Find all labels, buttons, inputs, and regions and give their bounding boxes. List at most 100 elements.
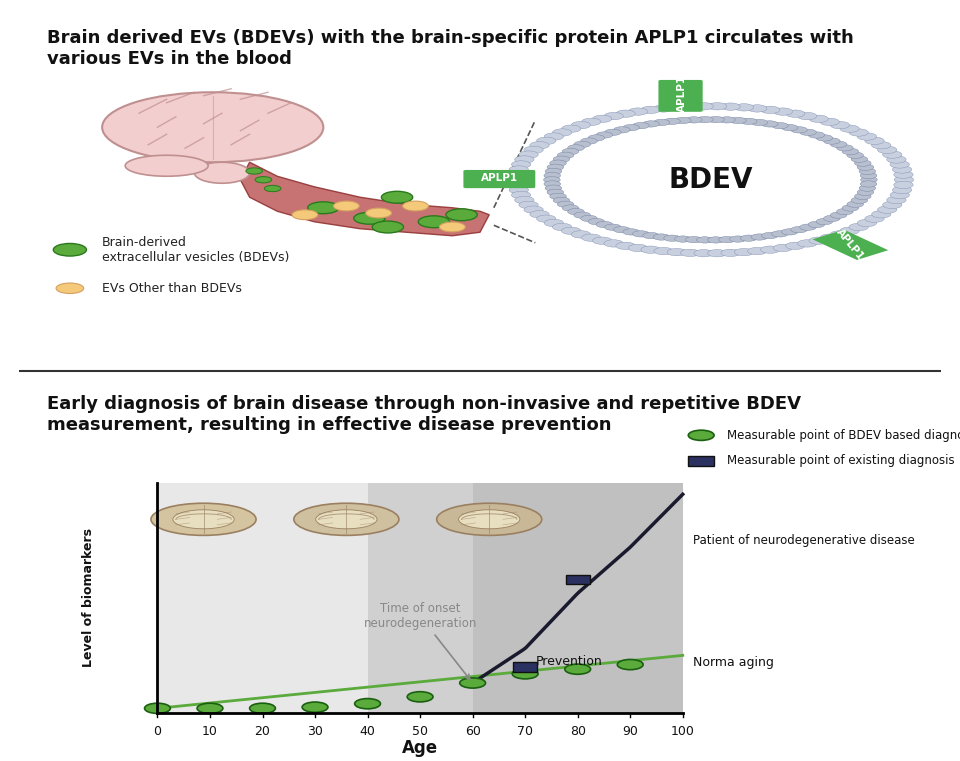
Circle shape <box>654 105 673 112</box>
Circle shape <box>381 191 413 203</box>
Circle shape <box>667 249 686 256</box>
Circle shape <box>563 124 858 236</box>
Circle shape <box>721 103 740 110</box>
Circle shape <box>643 121 660 127</box>
Circle shape <box>545 168 562 174</box>
Circle shape <box>552 223 572 231</box>
Circle shape <box>840 125 859 132</box>
Circle shape <box>633 231 649 237</box>
Circle shape <box>681 249 700 256</box>
Text: 90: 90 <box>622 724 638 737</box>
Circle shape <box>663 118 681 125</box>
Ellipse shape <box>173 510 234 529</box>
Circle shape <box>518 201 539 209</box>
Circle shape <box>509 186 528 193</box>
Circle shape <box>730 117 746 123</box>
Ellipse shape <box>151 503 256 536</box>
Circle shape <box>860 173 876 179</box>
Circle shape <box>824 215 840 221</box>
Circle shape <box>547 189 564 196</box>
Text: Level of biomarkers: Level of biomarkers <box>82 528 95 667</box>
Circle shape <box>734 249 754 256</box>
Circle shape <box>854 160 871 167</box>
Text: 30: 30 <box>307 724 323 737</box>
Text: Early diagnosis of brain disease through non-invasive and repetitive BDEV
measur: Early diagnosis of brain disease through… <box>47 395 801 434</box>
Circle shape <box>246 168 262 174</box>
Circle shape <box>264 186 281 192</box>
Circle shape <box>685 116 702 123</box>
Circle shape <box>574 212 590 218</box>
Circle shape <box>654 247 673 255</box>
Circle shape <box>562 227 581 234</box>
Circle shape <box>563 205 579 211</box>
Circle shape <box>830 212 847 218</box>
Circle shape <box>512 161 531 168</box>
Circle shape <box>708 116 724 123</box>
Circle shape <box>544 219 564 227</box>
Circle shape <box>552 129 572 136</box>
Circle shape <box>547 164 564 170</box>
Circle shape <box>785 242 804 250</box>
Circle shape <box>616 242 636 250</box>
Circle shape <box>773 108 793 115</box>
Text: Brain derived EVs (BDEVs) with the brain-specific protein APLP1 circulates with
: Brain derived EVs (BDEVs) with the brain… <box>47 29 853 68</box>
Circle shape <box>681 103 700 110</box>
Circle shape <box>872 142 891 149</box>
Circle shape <box>887 156 906 163</box>
Circle shape <box>407 692 433 702</box>
Circle shape <box>558 201 574 208</box>
Circle shape <box>292 210 318 220</box>
Circle shape <box>748 105 767 112</box>
Circle shape <box>250 703 276 713</box>
Circle shape <box>623 229 639 235</box>
Circle shape <box>675 236 691 242</box>
Bar <box>368 482 472 713</box>
Circle shape <box>890 191 909 199</box>
Text: 50: 50 <box>412 724 428 737</box>
Text: 70: 70 <box>517 724 533 737</box>
Circle shape <box>791 126 807 133</box>
Circle shape <box>604 113 623 119</box>
Circle shape <box>847 201 863 208</box>
Text: 40: 40 <box>360 724 375 737</box>
Circle shape <box>734 103 754 111</box>
Circle shape <box>859 185 876 191</box>
Circle shape <box>509 166 528 174</box>
Text: Prevention: Prevention <box>536 654 603 667</box>
Circle shape <box>882 201 902 209</box>
Circle shape <box>785 110 804 117</box>
Circle shape <box>54 244 86 256</box>
Circle shape <box>617 660 643 670</box>
Circle shape <box>877 146 897 154</box>
Circle shape <box>440 222 466 232</box>
Circle shape <box>854 193 871 199</box>
Circle shape <box>563 148 579 154</box>
Circle shape <box>761 121 778 127</box>
Circle shape <box>545 185 562 191</box>
Circle shape <box>893 186 912 193</box>
Circle shape <box>567 145 585 151</box>
Bar <box>688 456 714 466</box>
Circle shape <box>643 232 660 239</box>
Circle shape <box>571 122 590 129</box>
Text: BDEV: BDEV <box>668 166 753 194</box>
Circle shape <box>550 193 566 199</box>
Circle shape <box>571 231 590 238</box>
Circle shape <box>685 237 702 243</box>
Text: 80: 80 <box>569 724 586 737</box>
Bar <box>472 482 683 713</box>
Circle shape <box>808 221 825 228</box>
Bar <box>157 482 368 713</box>
Circle shape <box>515 156 534 163</box>
Circle shape <box>56 283 84 294</box>
Circle shape <box>507 176 526 183</box>
Circle shape <box>760 106 780 113</box>
Circle shape <box>641 246 660 253</box>
Circle shape <box>798 113 817 119</box>
Circle shape <box>830 142 847 148</box>
Circle shape <box>857 164 874 170</box>
Circle shape <box>809 115 828 123</box>
Ellipse shape <box>437 503 541 536</box>
Circle shape <box>887 196 906 204</box>
Circle shape <box>694 250 713 257</box>
